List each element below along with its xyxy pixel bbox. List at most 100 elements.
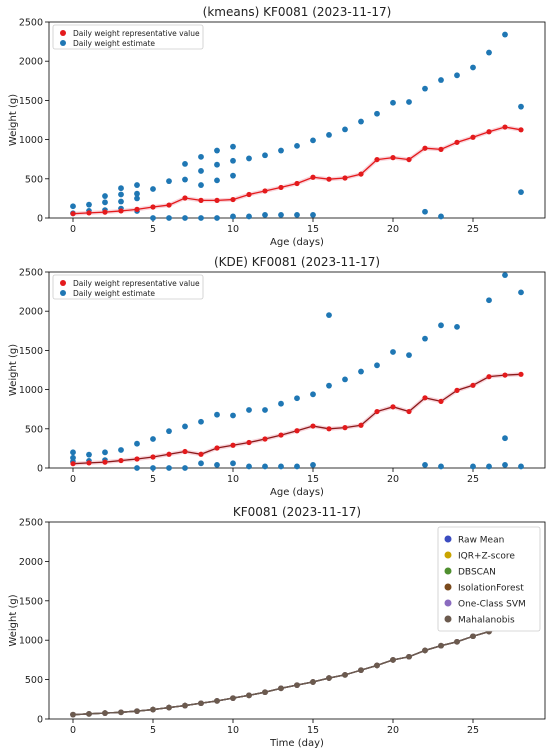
legend-label: Daily weight estimate xyxy=(73,39,155,48)
y-tick-label: 1500 xyxy=(19,96,43,107)
legend-box xyxy=(437,526,541,632)
x-tick-label: 0 xyxy=(70,725,76,736)
representative-point xyxy=(102,459,108,465)
representative-point xyxy=(246,439,252,446)
estimate-point xyxy=(198,460,204,467)
y-axis-label: Weight (g) xyxy=(8,594,19,646)
x-tick-label: 10 xyxy=(227,725,239,736)
series-point xyxy=(86,711,92,717)
estimate-point xyxy=(486,49,492,56)
series-point xyxy=(214,698,220,704)
estimate-point xyxy=(454,72,460,79)
estimate-point xyxy=(182,465,188,471)
x-tick-label: 0 xyxy=(70,474,76,485)
estimate-point xyxy=(278,211,284,218)
representative-point xyxy=(502,124,508,130)
legend-box xyxy=(52,24,204,50)
series-point xyxy=(198,700,204,707)
series-point xyxy=(470,633,476,640)
x-tick-label: 20 xyxy=(387,725,399,736)
series-point xyxy=(358,667,364,673)
representative-band xyxy=(72,125,522,216)
legend-marker xyxy=(60,290,66,296)
y-tick-label: 500 xyxy=(25,424,43,435)
estimate-point xyxy=(326,312,332,319)
estimate-point xyxy=(518,103,524,110)
estimate-point xyxy=(102,193,108,199)
representative-point xyxy=(358,171,364,177)
series-point xyxy=(310,679,316,685)
estimate-point xyxy=(198,153,204,160)
estimate-point xyxy=(278,400,284,407)
representative-point xyxy=(166,451,172,457)
representative-point xyxy=(406,156,412,163)
estimate-point xyxy=(438,322,444,329)
representative-point xyxy=(198,451,204,457)
estimate-point xyxy=(326,382,332,389)
series-point xyxy=(182,702,188,709)
estimate-point xyxy=(358,368,364,375)
legend-box xyxy=(52,274,204,300)
plot-frame xyxy=(48,271,546,469)
x-tick-label: 10 xyxy=(227,474,239,485)
y-tick-label: 1000 xyxy=(19,135,43,146)
estimate-point xyxy=(502,461,508,468)
series-point xyxy=(70,711,76,718)
representative-point xyxy=(438,146,444,152)
estimate-point xyxy=(310,391,316,398)
representative-point xyxy=(486,129,492,135)
estimate-point xyxy=(406,99,412,105)
y-tick-label: 2500 xyxy=(19,518,43,529)
estimate-point xyxy=(342,126,348,133)
representative-point xyxy=(518,371,524,377)
x-tick-label: 5 xyxy=(150,474,156,485)
representative-point xyxy=(406,408,412,415)
estimate-point xyxy=(102,199,108,206)
representative-point xyxy=(454,387,460,393)
representative-point xyxy=(118,457,124,464)
series-point xyxy=(454,638,460,645)
x-tick-label: 15 xyxy=(307,474,319,485)
estimate-point xyxy=(134,465,140,471)
representative-point xyxy=(310,423,316,429)
estimate-point xyxy=(166,178,172,185)
estimate-point xyxy=(342,376,348,383)
representative-point xyxy=(278,432,284,438)
legend-marker xyxy=(444,567,452,575)
series-point xyxy=(134,708,140,714)
chart-panel-3: 0 5 10 15 20 25 0 500 1000 1500 2000 2500 KF0081 (20… xyxy=(8,505,546,749)
representative-point xyxy=(374,408,380,415)
estimate-point xyxy=(182,176,188,183)
estimate-point xyxy=(118,198,124,205)
estimate-point xyxy=(134,190,140,197)
y-tick-label: 1000 xyxy=(19,385,43,396)
estimate-point xyxy=(182,215,188,221)
representative-point xyxy=(166,202,172,208)
estimate-point xyxy=(294,395,300,402)
estimate-point xyxy=(422,461,428,468)
y-tick-label: 2500 xyxy=(19,18,43,29)
estimate-point xyxy=(198,418,204,425)
estimate-point xyxy=(518,189,524,196)
y-axis-label: Weight (g) xyxy=(8,344,19,396)
representative-point xyxy=(342,425,348,431)
representative-point xyxy=(134,206,140,212)
representative-point xyxy=(390,404,396,410)
series-point xyxy=(342,672,348,678)
y-tick-label: 0 xyxy=(37,464,43,475)
y-tick-label: 1500 xyxy=(19,596,43,607)
estimate-point xyxy=(502,272,508,279)
estimate-point xyxy=(70,454,76,461)
estimate-point xyxy=(198,182,204,188)
estimate-point xyxy=(150,436,156,442)
legend: Raw Mean IQR+Z-score DBSCAN IsolationForest… xyxy=(437,526,541,632)
chart-panel-2: 0 5 10 15 20 25 0 500 1000 1500 2000 2500 (KDE) KF00… xyxy=(8,255,546,498)
representative-point xyxy=(310,174,316,180)
estimate-point xyxy=(278,463,284,470)
series-point xyxy=(102,710,108,716)
representative-point xyxy=(294,180,300,187)
y-tick-label: 1000 xyxy=(19,636,43,647)
series-line xyxy=(72,620,522,716)
legend-label: IQR+Z-score xyxy=(458,551,515,561)
